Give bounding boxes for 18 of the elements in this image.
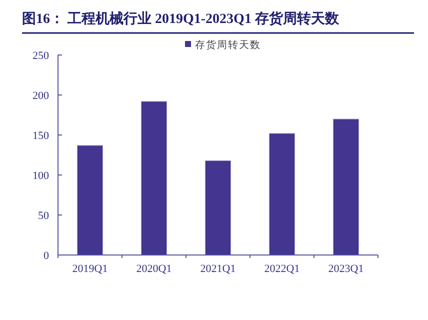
bar [204,160,232,256]
y-tick-label: 200 [32,90,50,102]
bar [76,145,104,256]
y-tick-label: 50 [38,210,50,222]
y-tick-label: 250 [32,50,50,62]
x-tick-label: 2022Q1 [264,263,300,275]
y-tick-label: 0 [44,250,50,262]
y-tick-label: 100 [32,170,50,182]
x-tick-label: 2021Q1 [200,263,236,275]
x-tick-label: 2019Q1 [72,263,108,275]
bar [332,118,360,256]
legend-label: 存货周转天数 [195,39,261,51]
x-tick-label: 2023Q1 [328,263,364,275]
bar [140,101,168,256]
x-tick-label: 2020Q1 [136,263,172,275]
chart-title: 图16： 工程机械行业 2019Q1-2023Q1 存货周转天数 [22,11,340,27]
y-tick-label: 150 [32,130,50,142]
bar [268,133,296,256]
